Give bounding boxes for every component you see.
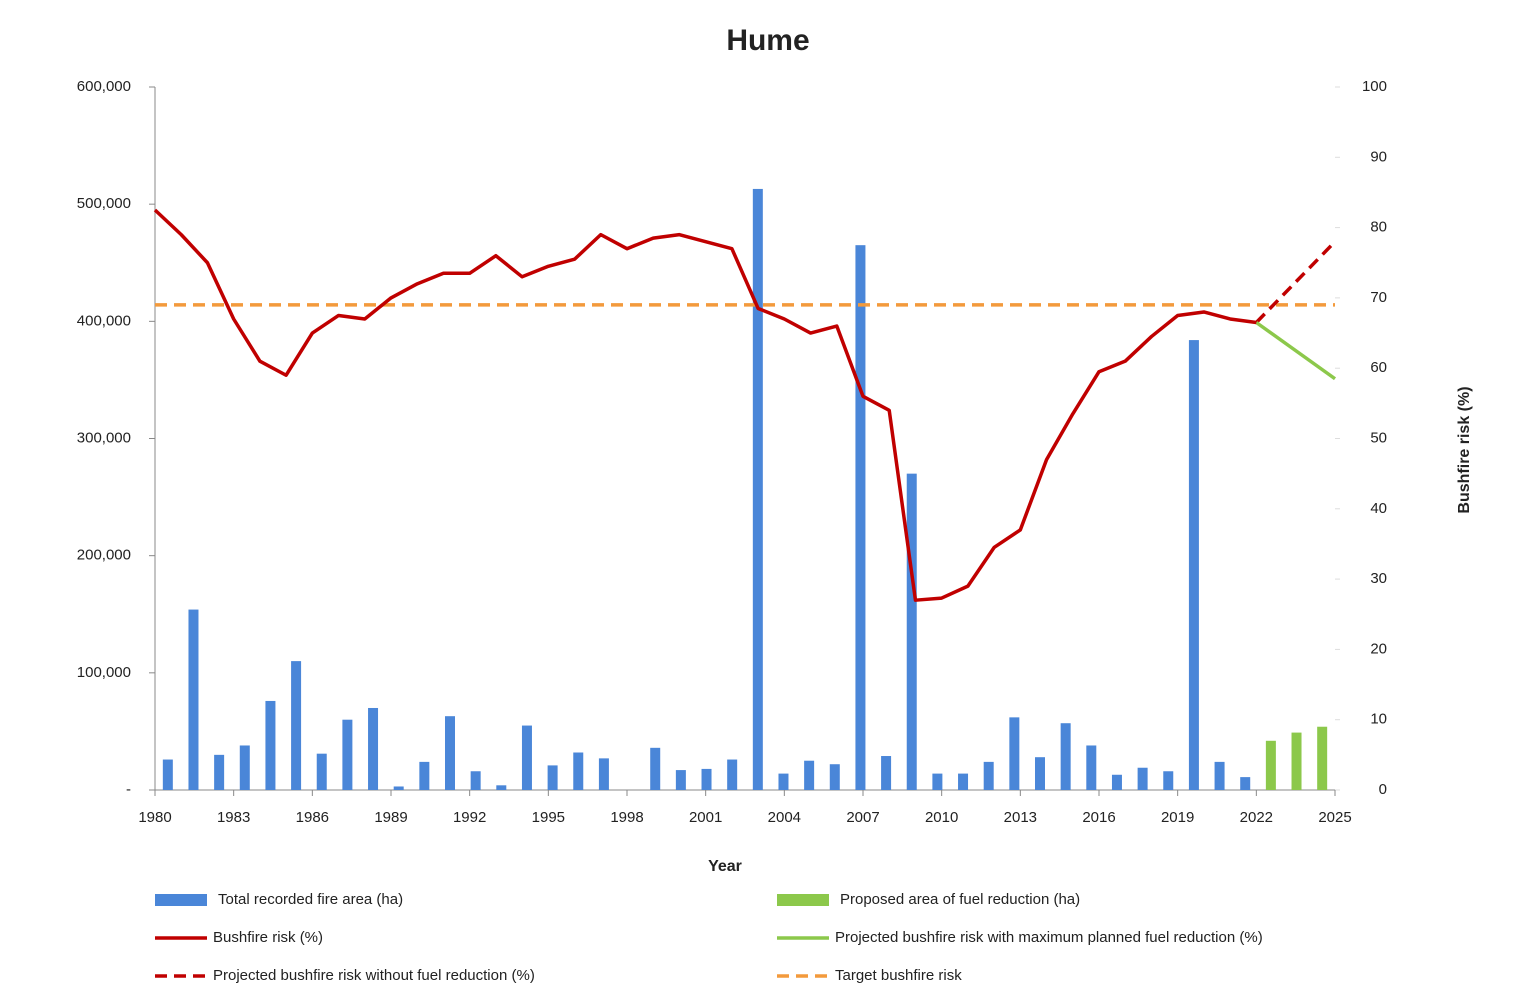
bar (1291, 732, 1302, 790)
y2-tick-label: 50 (1370, 429, 1387, 446)
legend-swatch (777, 894, 829, 906)
bar (316, 753, 327, 790)
line (1255, 321, 1337, 381)
y2-tick-label: 70 (1370, 289, 1387, 306)
x-tick-label: 2004 (768, 809, 801, 826)
y-tick-label: 500,000 (77, 195, 131, 212)
bar (932, 773, 943, 790)
legend-label: Proposed area of fuel reduction (ha) (840, 891, 1080, 908)
x-tick-label: 2025 (1318, 809, 1351, 826)
y2-tick-label: 40 (1370, 500, 1387, 517)
legend-label: Bushfire risk (%) (213, 929, 323, 946)
bar (214, 754, 225, 790)
y2-tick-label: 100 (1362, 78, 1387, 95)
y-tick-label: 100,000 (77, 664, 131, 681)
bar (547, 765, 558, 790)
legend-label: Total recorded fire area (ha) (218, 891, 403, 908)
bar (804, 760, 815, 790)
bar (778, 773, 789, 790)
bar (1111, 774, 1122, 790)
bar (239, 745, 250, 790)
bar (881, 756, 892, 790)
x-tick-label: 1992 (453, 809, 486, 826)
line (153, 208, 1257, 602)
bar (1214, 761, 1225, 790)
bar (368, 707, 379, 790)
bar (752, 188, 763, 790)
y2-tick-label: 10 (1370, 711, 1387, 728)
y2-tick-label: 90 (1370, 148, 1387, 165)
y2-tick-label: 80 (1370, 219, 1387, 236)
legend-label: Target bushfire risk (835, 967, 962, 984)
y2-tick-label: 60 (1370, 359, 1387, 376)
legend-label: Projected bushfire risk without fuel red… (213, 967, 535, 984)
y-tick-label: 600,000 (77, 78, 131, 95)
bar (342, 719, 353, 790)
line (1255, 240, 1337, 324)
x-tick-label: 2016 (1082, 809, 1115, 826)
bar (445, 716, 455, 790)
chart-title: Hume (726, 24, 809, 57)
y2-tick-label: 30 (1370, 570, 1387, 587)
bar (701, 768, 712, 790)
x-tick-label: 1998 (610, 809, 643, 826)
bar (1188, 340, 1199, 790)
bar (1317, 726, 1328, 790)
x-tick-label: 1989 (374, 809, 407, 826)
y-tick-label: - (126, 781, 131, 798)
bar (675, 770, 686, 790)
y2-tick-label: 0 (1379, 781, 1387, 798)
x-tick-label: 2019 (1161, 809, 1194, 826)
bar (470, 771, 481, 790)
bar (1265, 740, 1276, 790)
bar (829, 764, 840, 790)
bar (727, 759, 738, 790)
bar (496, 785, 507, 790)
x-tick-label: 2022 (1240, 809, 1273, 826)
x-tick-label: 2007 (846, 809, 879, 826)
y2-axis-title: Bushfire risk (%) (1456, 386, 1473, 513)
bar (1137, 767, 1148, 790)
bar (573, 752, 584, 790)
bar (291, 661, 302, 790)
bar (162, 759, 173, 790)
x-tick-label: 2013 (1004, 809, 1037, 826)
y-tick-label: 300,000 (77, 429, 131, 446)
y2-tick-label: 20 (1370, 640, 1387, 657)
bar (1086, 745, 1097, 790)
bar (393, 786, 404, 790)
legend-swatch (155, 894, 207, 906)
bar (419, 761, 430, 790)
bar (650, 747, 661, 790)
bar (521, 725, 532, 790)
bar (1035, 757, 1045, 790)
bar (598, 758, 609, 790)
x-tick-label: 2001 (689, 809, 722, 826)
y-tick-label: 200,000 (77, 547, 131, 564)
legend-label: Projected bushfire risk with maximum pla… (835, 929, 1263, 946)
bar (1163, 771, 1174, 790)
x-tick-label: 1986 (296, 809, 329, 826)
x-axis-title: Year (708, 858, 742, 875)
bar (1009, 717, 1020, 790)
bar (1060, 723, 1071, 790)
x-tick-label: 1995 (532, 809, 565, 826)
x-tick-label: 2010 (925, 809, 958, 826)
bar (855, 245, 866, 791)
bar (188, 609, 199, 790)
bar (958, 773, 969, 790)
bar (265, 700, 276, 790)
bar (983, 761, 994, 790)
bar (906, 473, 917, 790)
x-tick-label: 1983 (217, 809, 250, 826)
x-tick-label: 1980 (138, 809, 171, 826)
bar (1240, 777, 1251, 790)
y-tick-label: 400,000 (77, 312, 131, 329)
